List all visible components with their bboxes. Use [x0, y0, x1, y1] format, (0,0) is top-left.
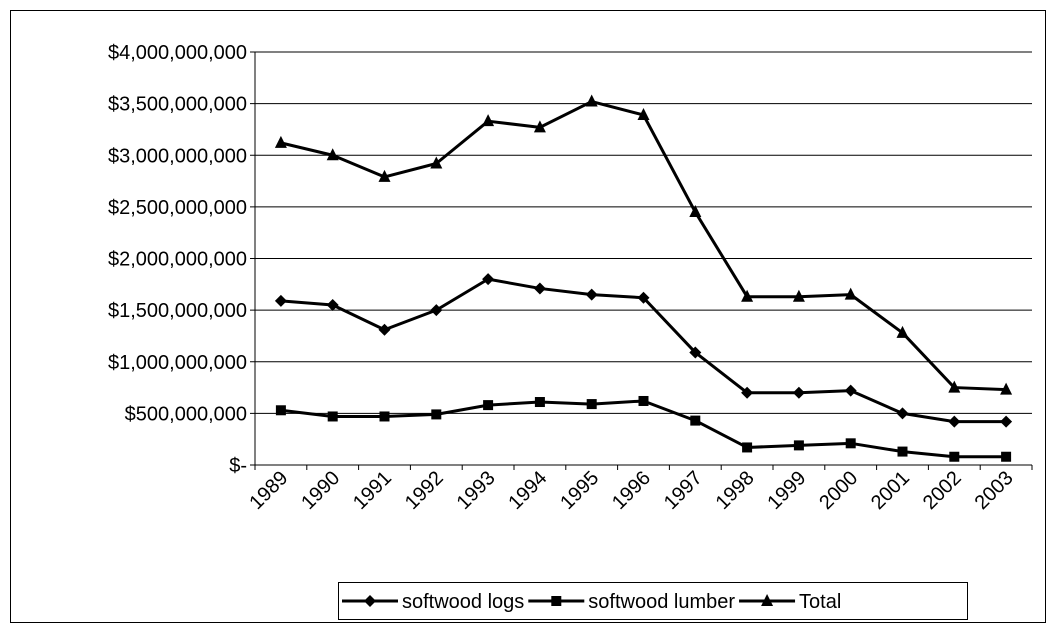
marker: [585, 288, 598, 301]
marker: [431, 409, 442, 420]
y-tick-label: $3,000,000,000: [108, 145, 247, 167]
marker: [586, 399, 597, 410]
marker: [533, 282, 546, 295]
y-tick-label: $500,000,000: [125, 403, 247, 425]
marker: [949, 451, 960, 462]
marker: [378, 323, 391, 336]
legend-marker: [364, 595, 376, 607]
marker: [379, 411, 390, 422]
legend-marker: [551, 596, 562, 606]
legend-label: softwood lumber: [588, 591, 735, 613]
marker: [897, 446, 908, 457]
y-tick-label: $1,500,000,000: [108, 300, 247, 322]
y-tick-label: $1,000,000,000: [108, 352, 247, 374]
y-tick-label: $4,000,000,000: [108, 42, 247, 64]
marker: [896, 407, 909, 420]
marker: [326, 148, 339, 161]
marker: [689, 346, 702, 359]
marker: [482, 273, 495, 286]
marker: [585, 94, 598, 107]
marker: [689, 205, 702, 218]
marker: [1000, 415, 1013, 428]
marker: [327, 411, 338, 422]
marker: [482, 114, 495, 127]
marker: [430, 156, 443, 169]
marker: [326, 298, 339, 311]
marker: [274, 135, 287, 148]
marker: [637, 107, 650, 120]
marker: [690, 415, 701, 426]
marker: [378, 169, 391, 182]
marker: [793, 440, 804, 451]
marker: [845, 438, 856, 449]
marker: [430, 304, 443, 317]
legend-box: [338, 582, 968, 620]
marker: [483, 400, 494, 411]
marker: [741, 386, 754, 399]
marker: [274, 294, 287, 307]
marker: [741, 289, 754, 302]
marker: [637, 291, 650, 304]
y-tick-label: $2,500,000,000: [108, 197, 247, 219]
chart-frame: [10, 10, 1046, 623]
marker: [792, 386, 805, 399]
marker: [844, 287, 857, 300]
marker: [1000, 382, 1013, 395]
y-tick-label: $3,500,000,000: [108, 94, 247, 116]
marker: [896, 325, 909, 338]
y-tick-label: $-: [229, 455, 247, 477]
legend-label: Total: [799, 591, 841, 613]
marker: [792, 289, 805, 302]
marker: [533, 120, 546, 133]
legend-label: softwood logs: [402, 591, 524, 613]
marker: [275, 405, 286, 416]
marker: [534, 397, 545, 408]
marker: [948, 415, 961, 428]
marker: [844, 384, 857, 397]
marker: [742, 442, 753, 453]
legend-marker: [761, 594, 774, 606]
y-tick-label: $2,000,000,000: [108, 249, 247, 271]
marker: [638, 395, 649, 406]
marker: [1001, 451, 1012, 462]
marker: [948, 380, 961, 393]
